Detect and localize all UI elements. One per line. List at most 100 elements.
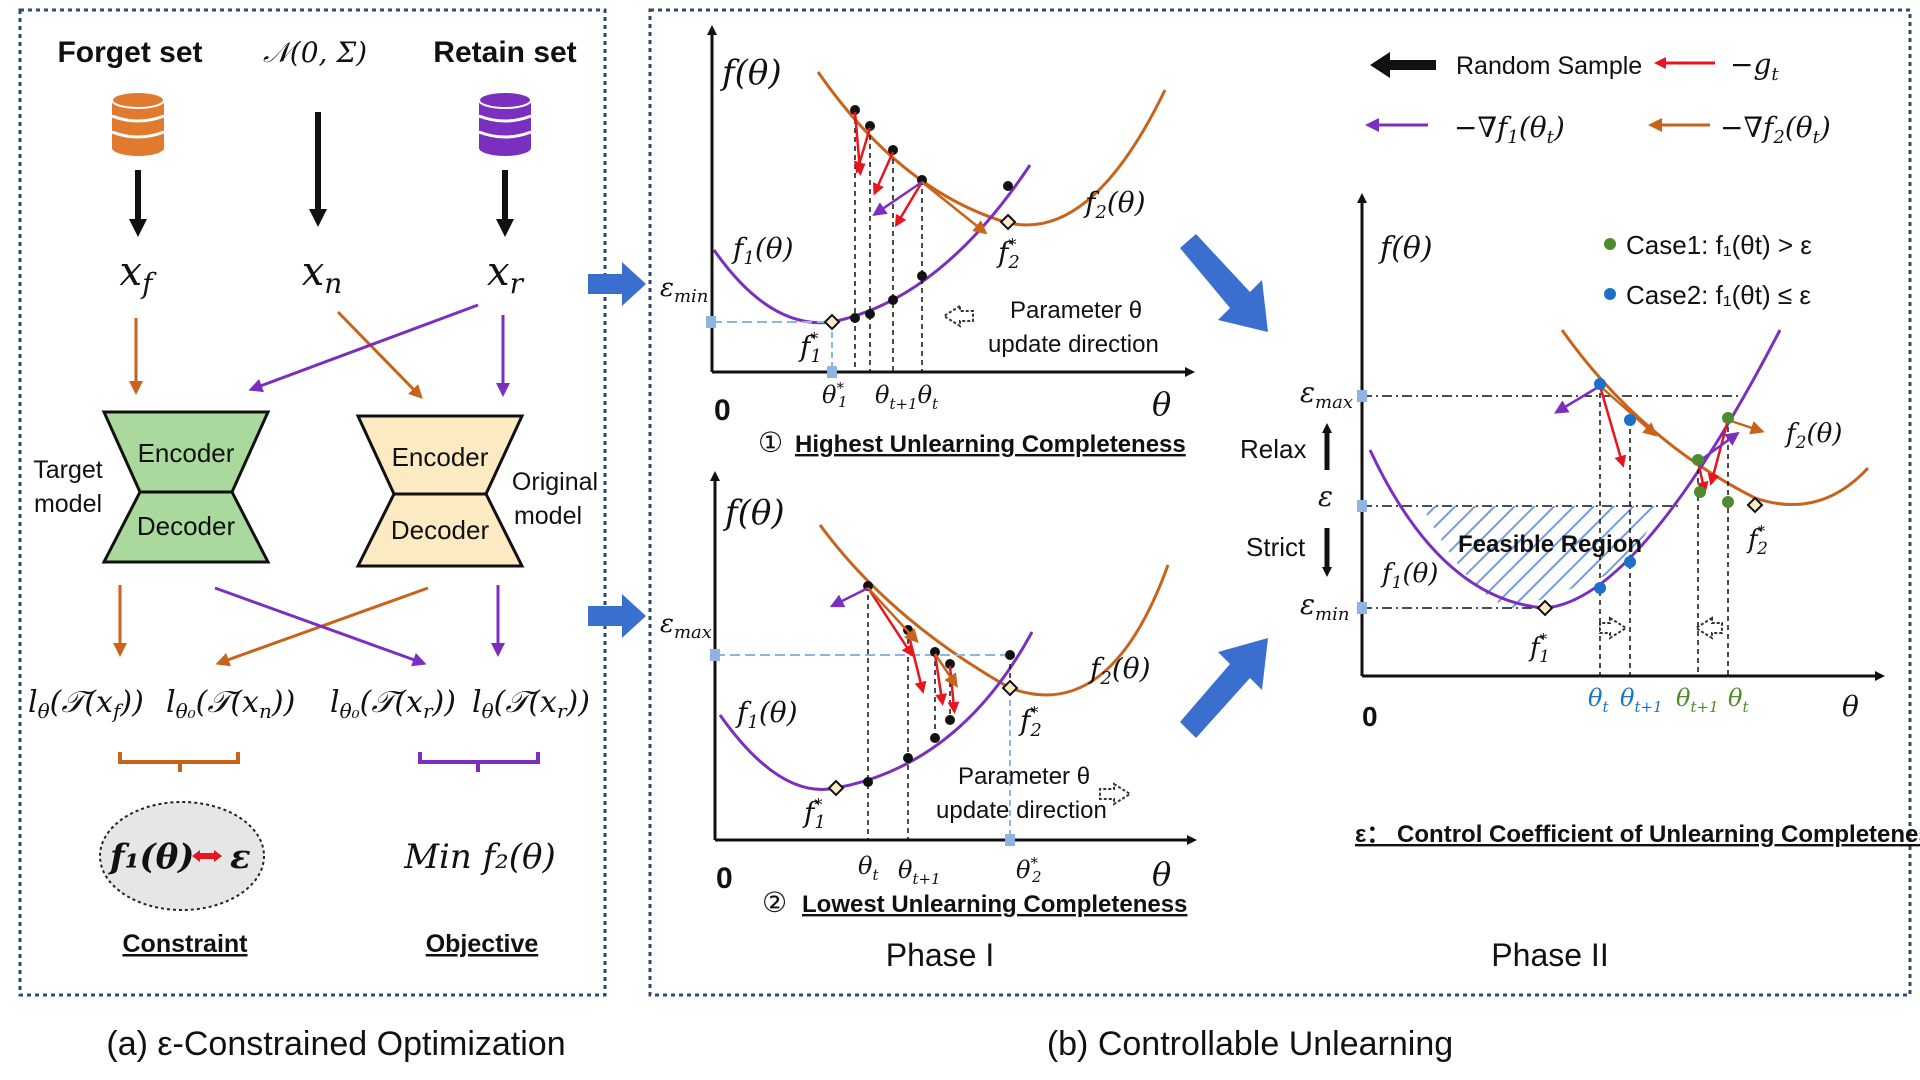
right-f2-label: f2(θ) — [1784, 419, 1842, 453]
bottom-theta-t1: θt+1 — [898, 856, 941, 888]
bottom-theta-2star: θ* 2 — [1016, 854, 1042, 886]
bottom-update-direction-icon — [1099, 782, 1132, 806]
feasible-region-label: Feasible Region — [1458, 531, 1642, 558]
blue-arrow-a-to-top — [588, 262, 646, 306]
case1-dot-2 — [1692, 454, 1704, 466]
top-update-line2: update direction — [988, 331, 1159, 358]
right-f2star-marker — [1746, 496, 1764, 514]
case2-dot-1 — [1594, 378, 1606, 390]
top-theta-star: θ* 1 — [822, 379, 848, 411]
target-model: Encoder Decoder — [101, 410, 271, 564]
original-model-label-2: model — [514, 502, 582, 530]
bottom-x-label: θ — [1152, 855, 1171, 893]
bottom-f2-label: f2(θ) — [1088, 652, 1151, 689]
right-footnote: ε： Control Coefficient of Unlearning Com… — [1355, 821, 1920, 848]
case2-dot-4 — [1624, 556, 1636, 568]
case1-dot-3 — [1694, 486, 1706, 498]
constraint-label: Constraint — [123, 930, 249, 958]
x-r-label: xr — [487, 249, 525, 300]
right-eps: ε — [1318, 480, 1333, 513]
right-eps-min: εmin — [1300, 588, 1349, 625]
right-eps-max: εmax — [1300, 376, 1353, 413]
blue-arrow-bottom-to-right — [1180, 638, 1268, 738]
phase2-label: Phase II — [1491, 937, 1608, 973]
right-plot: f(θ) θ 0 — [1240, 193, 1920, 848]
retain-database-icon — [478, 91, 532, 156]
bottom-f1star-marker — [827, 779, 845, 797]
target-encoder-label: Encoder — [138, 438, 235, 468]
right-theta-t-blue: θt — [1588, 684, 1609, 716]
random-sample-legend-arrow — [1370, 52, 1436, 78]
legend-grad-f2: −∇f2(θt) — [1720, 111, 1831, 148]
top-update-line1: Parameter θ — [1010, 297, 1142, 324]
case2-dot-3 — [1594, 582, 1606, 594]
panel-a-caption: (a) ε-Constrained Optimization — [106, 1025, 565, 1063]
x-n-label: xn — [302, 249, 343, 300]
original-model-label-1: Original — [512, 468, 598, 496]
original-model: Encoder Decoder — [355, 414, 525, 568]
loss-forget-target: lθ(𝒯(xf)) — [28, 685, 144, 723]
top-title-num: ① — [758, 427, 783, 458]
loss-noise-original: lθ₀(𝒯(xn)) — [166, 685, 295, 723]
forget-database-icon — [111, 91, 165, 156]
top-f2star-label: f* 2 — [996, 235, 1020, 273]
top-x-label: θ — [1152, 385, 1171, 423]
target-to-loss3-arrow — [214, 586, 427, 667]
bottom-title-num: ② — [762, 887, 787, 918]
right-theta-t-green: θt — [1728, 684, 1749, 716]
right-f1star-marker — [1536, 599, 1554, 617]
bottom-theta-t: θt — [858, 852, 879, 884]
bottom-title: Lowest Unlearning Completeness — [802, 891, 1187, 918]
top-title: Highest Unlearning Completeness — [795, 431, 1186, 458]
constraint-eps-text: ε — [230, 837, 251, 877]
right-y-label: f(θ) — [1378, 231, 1433, 266]
top-f1-label: f1(θ) — [731, 232, 794, 269]
right-f1star-label: f* 1 — [1528, 630, 1550, 667]
objective-text: Min f₂(θ) — [403, 837, 556, 877]
case1-dot-1 — [1722, 412, 1734, 424]
bottom-zero: 0 — [716, 862, 733, 895]
bottom-f2star-label: f* 2 — [1018, 703, 1042, 741]
panel-b-caption: (b) Controllable Unlearning — [1047, 1025, 1453, 1063]
phase1-label: Phase I — [886, 937, 995, 973]
top-zero: 0 — [714, 394, 731, 427]
right-theta-t1-blue: θt+1 — [1620, 684, 1663, 716]
top-f1star-marker — [823, 313, 841, 331]
constraint-brace — [118, 752, 240, 772]
case2-dot-2 — [1624, 414, 1636, 426]
original-decoder-label: Decoder — [391, 515, 490, 545]
right-theta-t1-green: θt+1 — [1676, 684, 1719, 716]
original-to-loss2-arrow — [215, 586, 429, 667]
target-model-label-2: model — [34, 490, 102, 518]
constraint-f1-text: f₁(θ) — [108, 837, 194, 877]
legend-grad-f1: −∇f1(θt) — [1454, 111, 1565, 148]
right-f1-label: f1(θ) — [1380, 559, 1438, 593]
relax-label: Relax — [1240, 434, 1306, 464]
bottom-plot: f(θ) θ 0 εmax f1(θ) f2(θ) — [660, 471, 1197, 918]
top-plot: f(θ) θ 0 εmin — [660, 25, 1195, 458]
case2-label: Case2: f₁(θt) ≤ ε — [1626, 280, 1811, 310]
top-f2star-marker — [999, 213, 1017, 231]
right-x-label: θ — [1842, 690, 1859, 723]
target-decoder-label: Decoder — [137, 511, 236, 541]
retain-set-label: Retain set — [433, 36, 576, 69]
legend: Random Sample −gt −∇f1(θt) −∇f2(θt) — [1365, 48, 1831, 148]
bottom-f1-label: f1(θ) — [735, 696, 798, 733]
strict-label: Strict — [1246, 532, 1306, 562]
bottom-update-line1: Parameter θ — [958, 763, 1090, 790]
top-update-direction-icon — [942, 304, 974, 328]
blue-arrow-top-to-right — [1180, 234, 1268, 332]
forget-set-label: Forget set — [57, 36, 202, 69]
top-f1star-label: f* 1 — [798, 329, 822, 367]
xn-to-original-arrow — [336, 310, 423, 400]
bottom-f1star-label: f* 1 — [802, 795, 826, 833]
constraint-ellipse — [99, 801, 265, 911]
right-update-icon-1 — [1599, 616, 1628, 640]
noise-label: 𝒩(0, Σ) — [263, 36, 367, 69]
blue-arrow-a-to-bottom — [588, 594, 646, 638]
objective-brace — [418, 752, 540, 772]
top-y-label: f(θ) — [719, 53, 782, 93]
loss-retain-original: lθ₀(𝒯(xr)) — [330, 685, 456, 723]
xr-to-target-arrow — [248, 303, 479, 393]
bottom-eps-label: εmax — [660, 609, 712, 643]
